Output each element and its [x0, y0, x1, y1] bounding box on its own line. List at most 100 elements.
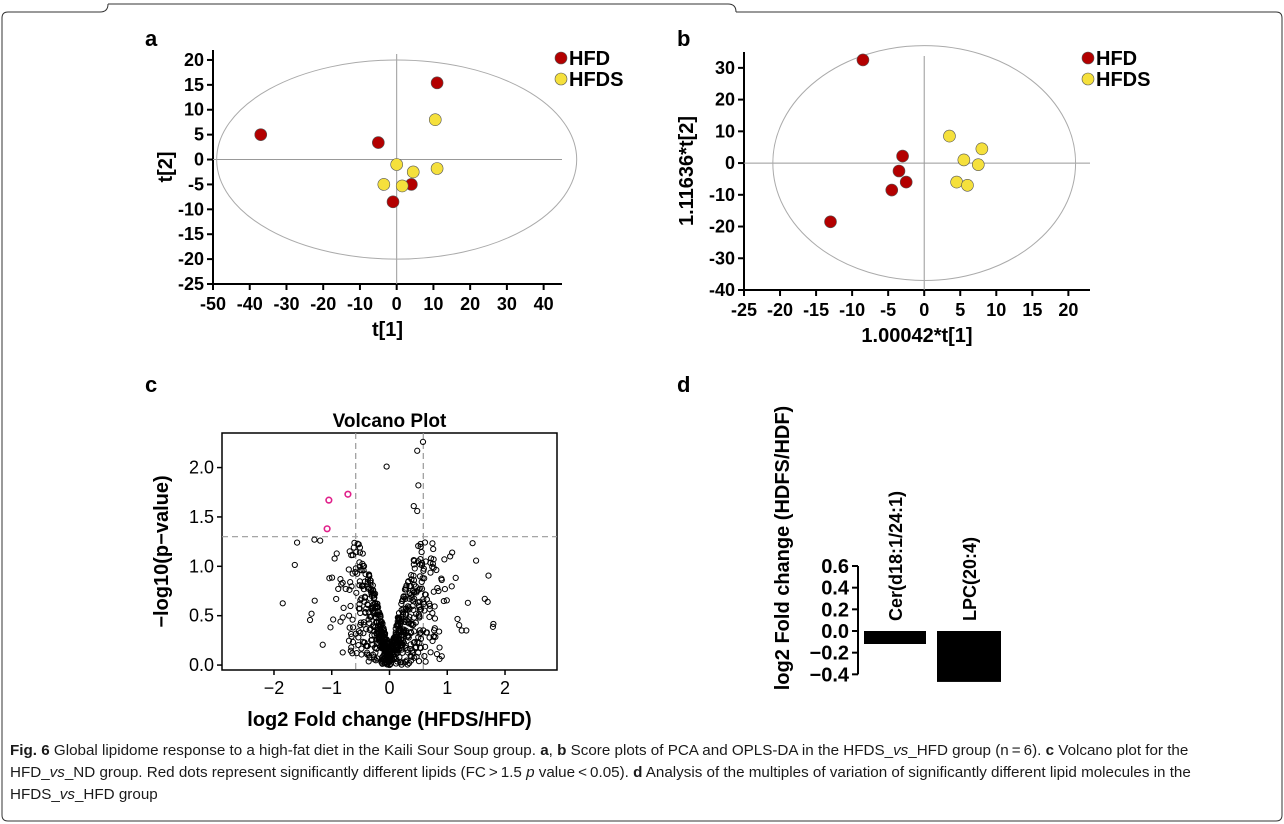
x-tick-label: 10 — [423, 294, 443, 314]
volcano-point — [414, 558, 422, 565]
volcano-point — [345, 566, 352, 573]
volcano-point — [360, 567, 367, 574]
x-tick-label: 2 — [500, 678, 510, 698]
y-tick-label: 0.0 — [189, 655, 214, 675]
volcano-point — [429, 540, 436, 547]
volcano-point — [454, 615, 461, 623]
hotelling-ellipse — [216, 59, 578, 260]
volcano-point — [426, 634, 433, 641]
volcano-point — [365, 616, 372, 623]
score-point-hfds — [961, 178, 974, 192]
x-tick-label: 20 — [1058, 300, 1078, 320]
volcano-point — [381, 647, 389, 655]
volcano-point — [356, 601, 363, 608]
volcano-point — [410, 557, 417, 564]
volcano-point — [429, 610, 436, 617]
volcano-point — [356, 578, 363, 585]
volcano-point — [347, 602, 354, 610]
volcano-point — [430, 545, 437, 553]
volcano-point — [410, 502, 417, 510]
volcano-point — [311, 536, 318, 543]
volcano-point — [384, 648, 392, 655]
volcano-point — [399, 609, 406, 616]
legend-label-hfd: HFD — [569, 48, 610, 70]
volcano-point — [422, 658, 429, 665]
bar — [864, 631, 926, 644]
volcano-point — [434, 584, 441, 592]
x-tick-label: -40 — [237, 294, 263, 314]
volcano-point — [404, 649, 411, 656]
volcano-point — [427, 649, 434, 656]
y-tick-label: 20 — [184, 50, 204, 70]
volcano-point — [415, 482, 422, 489]
volcano-point — [319, 641, 326, 648]
volcano-point — [398, 619, 405, 626]
y-tick-label: 0.6 — [821, 556, 849, 578]
volcano-point — [485, 572, 492, 579]
volcano-point — [390, 635, 398, 642]
score-point-hfds — [957, 153, 971, 167]
volcano-point — [410, 589, 418, 596]
x-tick-label: 0 — [919, 300, 929, 320]
volcano-point — [368, 590, 375, 597]
volcano-point — [346, 548, 353, 555]
volcano-point — [308, 610, 315, 617]
volcano-point — [408, 629, 415, 637]
volcano-point — [355, 605, 363, 612]
volcano-point — [399, 637, 407, 644]
volcano-point — [464, 599, 471, 606]
volcano-point — [399, 597, 406, 605]
volcano-point — [421, 607, 428, 614]
volcano-point — [426, 602, 434, 609]
score-point-hfd — [896, 149, 909, 163]
x-tick-label: −2 — [264, 678, 285, 698]
volcano-point — [438, 653, 445, 660]
x-tick-label: -15 — [803, 300, 829, 320]
volcano-point — [429, 563, 436, 570]
volcano-point — [383, 636, 390, 643]
y-axis-label: −log10(p−value) — [151, 475, 173, 627]
plot-box — [221, 432, 558, 671]
volcano-point — [402, 605, 410, 612]
x-tick-label: 1 — [442, 678, 452, 698]
volcano-point — [441, 556, 448, 563]
volcano-point — [415, 649, 422, 656]
volcano-point — [421, 653, 428, 660]
volcano-point — [418, 559, 426, 566]
x-tick-label: 10 — [986, 300, 1006, 320]
volcano-point — [306, 616, 314, 624]
volcano-point — [345, 612, 353, 619]
volcano-point — [377, 621, 384, 629]
volcano-point — [423, 596, 430, 603]
caption-fragment: c — [1045, 742, 1055, 759]
volcano-point — [349, 650, 356, 657]
caption-fragment: p — [526, 764, 535, 781]
volcano-point — [418, 585, 426, 592]
y-axis-label: 1.11636*t[2] — [676, 116, 698, 226]
volcano-point — [427, 569, 434, 576]
volcano-point — [394, 658, 401, 665]
volcano-point — [443, 597, 450, 604]
y-axis-label: t[2] — [155, 151, 177, 182]
score-point-hfds — [430, 162, 444, 175]
volcano-point — [328, 574, 336, 581]
y-tick-label: 5 — [194, 125, 204, 145]
volcano-point — [402, 593, 409, 600]
pca-score-plot: -50 -40 -30 -20 -10 0 10 20 30 40 20 15 10 5 0 -5 -10 -15… — [155, 48, 623, 341]
caption-fragment: d — [633, 764, 643, 781]
volcano-point — [291, 561, 298, 569]
volcano-point — [333, 550, 340, 557]
volcano-point — [409, 622, 416, 629]
x-tick-label: -5 — [880, 300, 896, 320]
volcano-point — [360, 562, 367, 570]
volcano-point — [356, 559, 363, 566]
volcano-point — [356, 549, 364, 556]
volcano-point — [365, 602, 372, 609]
y-tick-label: 0.2 — [821, 599, 849, 621]
volcano-point — [311, 597, 318, 604]
caption-fragment: vs — [49, 764, 65, 781]
volcano-point — [438, 576, 445, 584]
volcano-point — [422, 558, 429, 565]
volcano-point — [330, 616, 337, 623]
volcano-plot: Volcano Plot −2 −1 0 1 2 0.0 0.5 1.0 1.5 2.0 log2 F… — [151, 411, 558, 731]
